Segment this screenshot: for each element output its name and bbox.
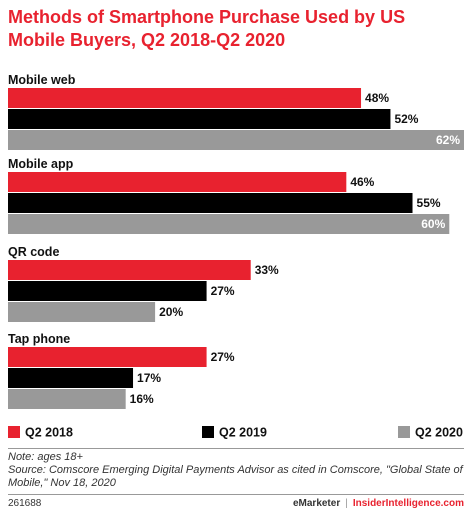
bar [8, 260, 251, 280]
legend-item: Q2 2018 [8, 426, 73, 440]
legend-item: Q2 2019 [202, 426, 267, 440]
source-text: Source: Comscore Emerging Digital Paymen… [8, 464, 463, 489]
data-label: 20% [159, 305, 183, 319]
divider [8, 448, 464, 449]
bar [8, 88, 362, 108]
data-label: 33% [255, 263, 279, 277]
data-label: 17% [137, 371, 161, 385]
chart-id: 261688 [8, 498, 42, 509]
data-label: 60% [421, 217, 445, 231]
category-label: QR code [8, 245, 59, 259]
data-label: 27% [211, 284, 235, 298]
data-label: 48% [365, 91, 389, 105]
bar [8, 281, 207, 301]
bar [8, 302, 156, 322]
data-label: 52% [394, 112, 418, 126]
data-label: 46% [350, 175, 374, 189]
legend-label: Q2 2019 [219, 426, 267, 440]
data-label: 16% [130, 392, 154, 406]
legend-label: Q2 2018 [25, 426, 73, 440]
divider [8, 494, 464, 495]
data-label: 27% [211, 350, 235, 364]
bar [8, 214, 450, 234]
notes: Note: ages 18+ Source: Comscore Emerging… [8, 451, 464, 490]
category-label: Mobile web [8, 73, 76, 87]
category-label: Tap phone [8, 332, 70, 346]
data-label: 62% [436, 133, 460, 147]
data-label: 55% [417, 196, 441, 210]
brand-separator: | [345, 498, 348, 509]
brand: eMarketer | InsiderIntelligence.com [293, 498, 464, 509]
bar [8, 193, 413, 213]
note-text: Note: ages 18+ [8, 451, 83, 463]
bar [8, 172, 347, 192]
category-label: Mobile app [8, 157, 74, 171]
legend-item: Q2 2020 [398, 426, 463, 440]
brand-emarketer: eMarketer [292, 498, 341, 509]
brand-insider-intelligence: InsiderIntelligence.com [352, 498, 464, 509]
bar [8, 109, 391, 129]
legend-swatch [398, 426, 410, 438]
chart-title: Methods of Smartphone Purchase Used by U… [8, 7, 406, 50]
bar [8, 389, 126, 409]
bar-chart: Mobile web 48% 52% 62% Mobile app 46% 55% 60% QR… [8, 73, 464, 440]
bar [8, 347, 207, 367]
legend-label: Q2 2020 [415, 426, 463, 440]
bar [8, 368, 134, 388]
bar [8, 130, 464, 150]
legend-swatch [8, 426, 20, 438]
legend-swatch [202, 426, 214, 438]
